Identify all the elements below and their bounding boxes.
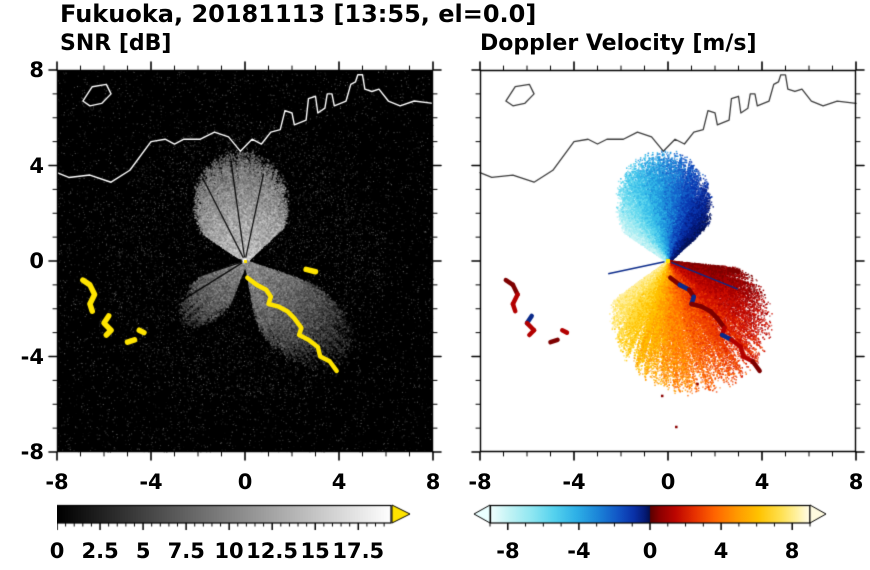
x-tick-label: -8 [468,470,492,494]
colorbar-tick-label: -8 [496,539,520,563]
x-tick-label: 0 [660,470,676,494]
x-tick-label: -8 [45,470,69,494]
colorbar-tick-label: 12.5 [246,539,299,563]
y-tick-label: 8 [29,58,44,82]
colorbar-tick-label: 2.5 [81,539,119,563]
x-tick-label: 8 [425,470,441,494]
y-tick-label: -4 [20,344,44,369]
figure-title: Fukuoka, 20181113 [13:55, el=0.0] [60,0,537,28]
x-tick-label: 4 [331,470,347,494]
colorbar-tick-label: 0 [49,539,65,563]
colorbar-tick-label: 10 [214,539,244,563]
x-tick-label: 0 [237,470,253,494]
doppler-plot-canvas [470,60,866,462]
y-tick-label: -8 [20,440,44,464]
snr-colorbar-labels: 0 2.5 5 7.5 10 12.5 15 17.5 [50,537,391,565]
x-tick-label: -4 [562,470,586,494]
snr-colorbar-canvas [57,503,413,533]
x-tick-label: 4 [754,470,770,494]
y-tick-label: 0 [29,249,44,273]
y-tick-label: 4 [29,153,44,178]
colorbar-tick-label: 4 [713,539,729,563]
colorbar-tick-label: -4 [567,539,591,563]
colorbar-tick-label: 17.5 [332,539,385,563]
doppler-x-axis: -8 -4 0 4 8 [468,468,863,496]
snr-plot-canvas [47,60,443,462]
snr-x-axis: -8 -4 0 4 8 [45,468,440,496]
colorbar-tick-label: 15 [300,539,330,563]
snr-y-axis: 8 4 0 -4 -8 [8,58,46,464]
x-tick-label: -4 [139,470,163,494]
x-tick-label: 8 [848,470,864,494]
colorbar-tick-label: 0 [642,539,658,563]
colorbar-tick-label: 5 [135,539,151,563]
snr-panel-title: SNR [dB] [60,31,172,56]
doppler-panel-title: Doppler Velocity [m/s] [480,31,757,56]
colorbar-tick-label: 8 [784,539,800,563]
colorbar-tick-label: 7.5 [167,539,205,563]
doppler-colorbar-canvas [472,503,828,533]
doppler-colorbar-labels: -8 -4 0 4 8 [490,537,810,565]
